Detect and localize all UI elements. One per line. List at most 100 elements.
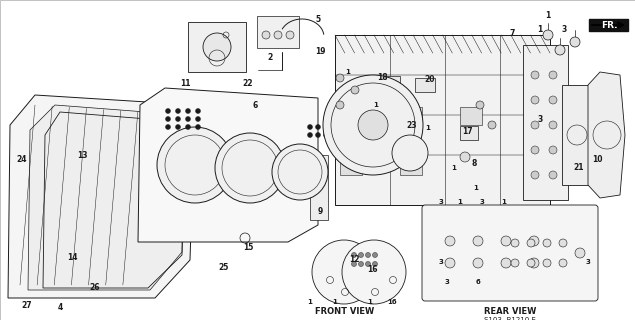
Circle shape	[543, 239, 551, 247]
Circle shape	[445, 258, 455, 268]
Circle shape	[185, 108, 190, 114]
Circle shape	[166, 116, 171, 122]
Text: 11: 11	[180, 78, 190, 87]
Circle shape	[175, 108, 180, 114]
Circle shape	[312, 240, 376, 304]
Circle shape	[358, 110, 388, 140]
Circle shape	[570, 37, 580, 47]
Polygon shape	[138, 88, 318, 242]
Bar	[415, 78, 435, 92]
Polygon shape	[588, 72, 625, 198]
Text: 1: 1	[333, 299, 337, 305]
Bar	[188, 22, 246, 72]
Text: 1: 1	[545, 11, 551, 20]
Bar	[550, 73, 558, 85]
Circle shape	[185, 124, 190, 130]
Text: FRONT VIEW: FRONT VIEW	[316, 308, 375, 316]
Text: 20: 20	[425, 76, 435, 84]
Text: 1: 1	[307, 299, 312, 305]
Text: 3: 3	[585, 259, 591, 265]
Circle shape	[157, 127, 233, 203]
Text: 24: 24	[17, 156, 27, 164]
Text: 25: 25	[219, 263, 229, 273]
Text: 15: 15	[243, 244, 253, 252]
Text: 1: 1	[502, 199, 507, 205]
Circle shape	[175, 116, 180, 122]
Circle shape	[351, 86, 359, 94]
Text: 27: 27	[22, 301, 32, 310]
Circle shape	[531, 146, 539, 154]
Text: 14: 14	[67, 253, 77, 262]
Circle shape	[511, 239, 519, 247]
Circle shape	[323, 124, 328, 130]
Text: 3: 3	[537, 116, 543, 124]
Bar	[340, 107, 362, 125]
Circle shape	[323, 132, 328, 138]
Text: 8: 8	[471, 158, 477, 167]
Circle shape	[527, 259, 535, 267]
Circle shape	[476, 101, 484, 109]
Polygon shape	[589, 19, 628, 31]
Circle shape	[272, 144, 328, 200]
Circle shape	[342, 240, 406, 304]
Circle shape	[549, 71, 557, 79]
Circle shape	[359, 261, 363, 267]
Bar	[400, 107, 422, 125]
Bar	[550, 53, 558, 65]
Text: 21: 21	[574, 164, 584, 172]
Circle shape	[336, 74, 344, 82]
Circle shape	[166, 108, 171, 114]
Circle shape	[316, 124, 321, 130]
Text: 13: 13	[77, 150, 87, 159]
Circle shape	[323, 75, 423, 175]
Circle shape	[531, 121, 539, 129]
Circle shape	[336, 101, 344, 109]
Circle shape	[352, 261, 356, 267]
Text: 22: 22	[243, 78, 253, 87]
Circle shape	[196, 124, 201, 130]
Text: REAR VIEW: REAR VIEW	[484, 308, 536, 316]
Circle shape	[166, 124, 171, 130]
Bar	[257, 16, 299, 48]
Text: 9: 9	[318, 207, 323, 217]
Text: S103- B1210 E: S103- B1210 E	[484, 317, 536, 320]
Circle shape	[555, 45, 565, 55]
Circle shape	[203, 33, 231, 61]
Bar	[523, 45, 568, 200]
Text: 12: 12	[349, 255, 359, 265]
Circle shape	[373, 252, 377, 258]
Text: 18: 18	[377, 74, 387, 83]
Text: 4: 4	[57, 303, 63, 313]
Circle shape	[527, 239, 535, 247]
Bar	[378, 76, 400, 92]
Text: 16: 16	[367, 266, 377, 275]
Circle shape	[531, 171, 539, 179]
Bar	[550, 133, 558, 145]
Bar	[550, 113, 558, 125]
Circle shape	[392, 135, 428, 171]
Circle shape	[531, 71, 539, 79]
Polygon shape	[28, 105, 185, 290]
Circle shape	[501, 258, 511, 268]
Bar	[310, 155, 328, 220]
Bar	[550, 153, 558, 165]
Text: 1: 1	[458, 199, 462, 205]
FancyBboxPatch shape	[422, 205, 598, 301]
Text: 16: 16	[387, 299, 397, 305]
Circle shape	[529, 236, 539, 246]
Circle shape	[215, 133, 285, 203]
Text: 3: 3	[439, 199, 443, 205]
Circle shape	[511, 259, 519, 267]
Bar	[400, 157, 422, 175]
Circle shape	[543, 30, 553, 40]
Bar	[340, 157, 362, 175]
Circle shape	[366, 261, 370, 267]
Text: 1: 1	[451, 165, 457, 171]
Circle shape	[352, 252, 356, 258]
Circle shape	[373, 261, 377, 267]
Text: FR.: FR.	[601, 20, 617, 29]
Bar	[550, 173, 558, 185]
Text: 2: 2	[267, 52, 272, 61]
Circle shape	[549, 96, 557, 104]
Bar	[335, 35, 550, 205]
